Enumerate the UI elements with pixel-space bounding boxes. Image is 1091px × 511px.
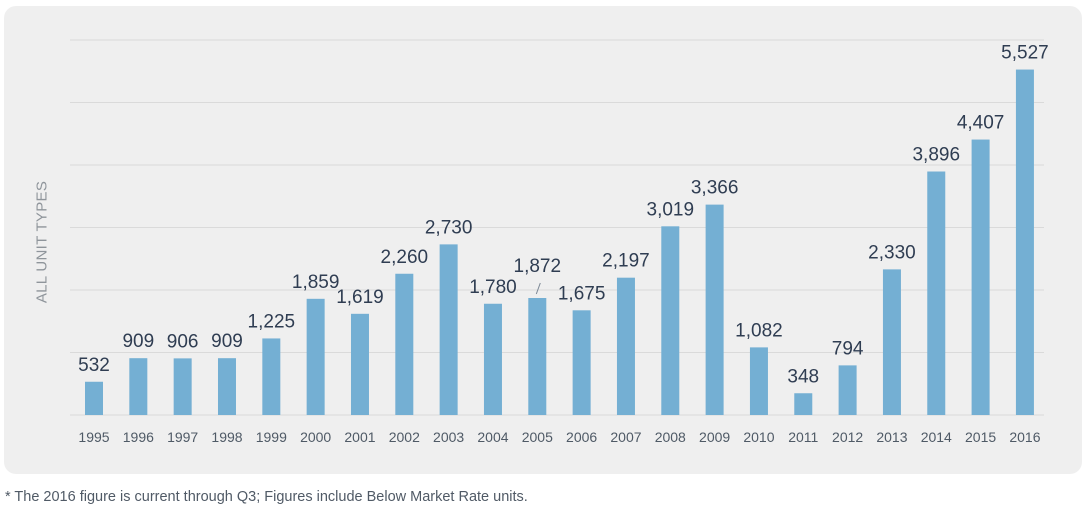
value-label-2010: 1,082 xyxy=(735,320,783,341)
x-tick-2000: 2000 xyxy=(300,429,331,445)
x-tick-1996: 1996 xyxy=(123,429,154,445)
x-tick-2012: 2012 xyxy=(832,429,863,445)
x-tick-2005: 2005 xyxy=(522,429,553,445)
bar-2004 xyxy=(483,303,502,415)
label-leader-line xyxy=(535,282,541,295)
bar-2007 xyxy=(616,277,635,415)
value-label-1996: 909 xyxy=(122,331,154,352)
footnote: * The 2016 figure is current through Q3;… xyxy=(5,489,528,505)
bar-2002 xyxy=(395,273,414,415)
x-tick-2015: 2015 xyxy=(965,429,996,445)
value-label-2013: 2,330 xyxy=(868,242,916,263)
bar-1998 xyxy=(217,358,236,415)
bar-2009 xyxy=(705,204,724,415)
x-tick-2016: 2016 xyxy=(1009,429,1040,445)
x-tick-2014: 2014 xyxy=(921,429,952,445)
value-label-2016: 5,527 xyxy=(1001,43,1049,64)
value-label-1998: 909 xyxy=(211,331,243,352)
x-tick-1999: 1999 xyxy=(256,429,287,445)
bar-1999 xyxy=(262,338,281,415)
x-tick-2001: 2001 xyxy=(344,429,375,445)
bar-2008 xyxy=(661,226,680,415)
x-tick-2003: 2003 xyxy=(433,429,464,445)
value-label-2002: 2,260 xyxy=(381,247,429,268)
bar-2014 xyxy=(927,171,946,415)
x-tick-2007: 2007 xyxy=(610,429,641,445)
x-tick-2004: 2004 xyxy=(477,429,508,445)
bars xyxy=(85,69,1034,415)
bar-2013 xyxy=(882,269,901,415)
bar-2000 xyxy=(306,298,325,415)
bar-2011 xyxy=(794,393,813,415)
bar-1996 xyxy=(129,358,148,415)
value-label-2011: 348 xyxy=(787,366,819,387)
bar-2001 xyxy=(350,313,369,415)
x-axis-tick-labels: 1995 1996 1997 1998 1999 2000 2001 2002 2003 2004… xyxy=(78,429,1040,445)
bar-2010 xyxy=(749,347,768,415)
x-tick-1997: 1997 xyxy=(167,429,198,445)
bar-2003 xyxy=(439,244,458,415)
value-label-2014: 3,896 xyxy=(912,145,960,166)
y-axis-label: ALL UNIT TYPES xyxy=(33,180,51,304)
bar-2015 xyxy=(971,139,990,415)
value-label-2009: 3,366 xyxy=(691,178,739,199)
x-tick-1995: 1995 xyxy=(78,429,109,445)
value-label-2003: 2,730 xyxy=(425,217,473,238)
value-label-2008: 3,019 xyxy=(647,199,695,220)
bar-2012 xyxy=(838,365,857,415)
bar-2006 xyxy=(572,310,591,415)
value-label-2001: 1,619 xyxy=(336,287,384,308)
x-tick-2010: 2010 xyxy=(743,429,774,445)
bar-1997 xyxy=(173,358,192,415)
value-label-1997: 906 xyxy=(167,331,199,352)
value-label-2005: 1,872 xyxy=(514,256,562,277)
x-tick-1998: 1998 xyxy=(211,429,242,445)
gridlines xyxy=(70,39,1044,416)
bar-2005 xyxy=(528,298,547,415)
value-label-2006: 1,675 xyxy=(558,283,606,304)
value-label-2015: 4,407 xyxy=(957,113,1005,134)
bar-2016 xyxy=(1015,69,1034,415)
x-tick-2011: 2011 xyxy=(788,429,818,445)
value-label-2004: 1,780 xyxy=(469,277,517,298)
x-tick-2008: 2008 xyxy=(655,429,686,445)
value-label-2000: 1,859 xyxy=(292,272,340,293)
bar-1995 xyxy=(85,381,103,415)
x-tick-2009: 2009 xyxy=(699,429,730,445)
value-label-2007: 2,197 xyxy=(602,251,650,272)
x-tick-2006: 2006 xyxy=(566,429,597,445)
x-tick-2013: 2013 xyxy=(876,429,907,445)
chart-panel: 532 909 906 909 1,225 1,859 1,619 2,260 2,730 1,7… xyxy=(4,6,1082,474)
x-tick-2002: 2002 xyxy=(389,429,420,445)
value-label-1995: 532 xyxy=(78,355,110,376)
value-label-1999: 1,225 xyxy=(248,311,296,332)
value-label-2012: 794 xyxy=(832,338,864,359)
